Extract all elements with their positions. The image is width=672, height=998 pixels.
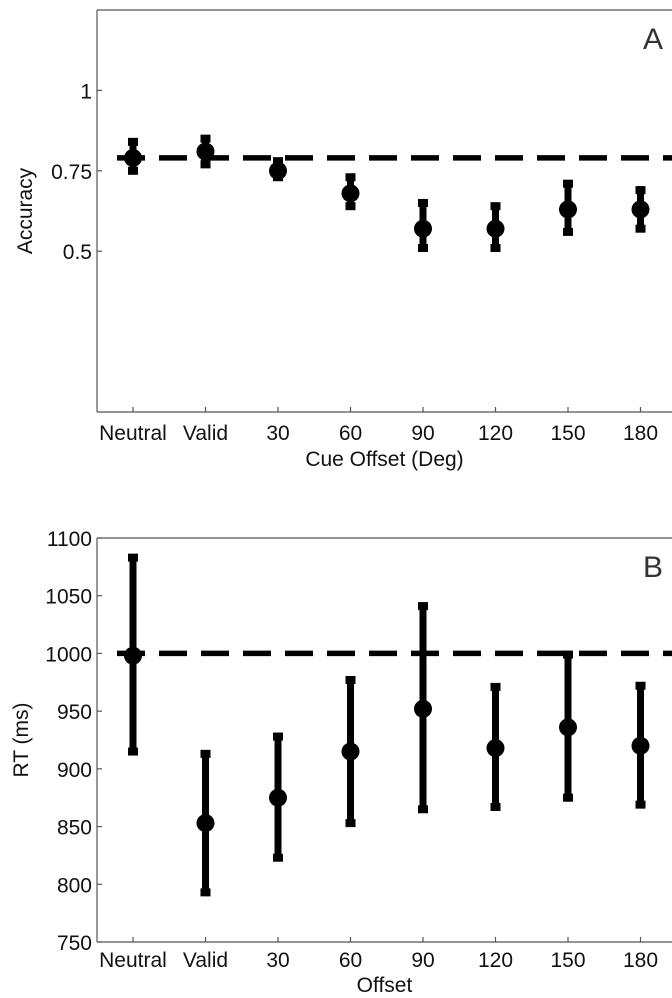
x-tick-label: 90 — [411, 949, 434, 972]
x-tick-label: Neutral — [99, 949, 167, 972]
error-cap-bottom — [128, 166, 138, 175]
error-cap-bottom — [490, 243, 501, 252]
error-cap-top — [418, 602, 428, 611]
x-tick-label: 60 — [339, 949, 362, 972]
y-axis-label: Accuracy — [14, 167, 37, 254]
data-point — [341, 184, 360, 203]
error-cap-top — [273, 157, 283, 166]
y-tick-label: 1 — [80, 80, 92, 103]
x-tick-label: 30 — [266, 422, 289, 445]
error-cap-bottom — [200, 888, 211, 897]
panel-label: B — [643, 551, 663, 584]
error-cap-top — [635, 681, 646, 690]
data-point — [631, 736, 650, 755]
data-point — [196, 814, 215, 833]
x-tick-label: Valid — [183, 949, 228, 972]
error-cap-top — [200, 134, 211, 143]
error-cap-top — [273, 732, 283, 741]
y-tick-label: 1100 — [47, 528, 92, 551]
x-tick-label: Valid — [183, 422, 228, 445]
error-cap-bottom — [490, 802, 501, 811]
x-tick-label: 90 — [411, 422, 434, 445]
error-cap-bottom — [418, 243, 428, 252]
error-cap-bottom — [200, 160, 211, 169]
x-tick-label: 60 — [339, 422, 362, 445]
error-cap-top — [345, 173, 356, 182]
error-cap-bottom — [635, 224, 646, 233]
error-cap-top — [563, 650, 573, 659]
error-cap-bottom — [128, 747, 138, 756]
x-tick-label: 30 — [266, 949, 289, 972]
error-cap-top — [563, 179, 573, 188]
y-axis-label: RT (ms) — [10, 702, 33, 777]
x-tick-label: 150 — [550, 949, 585, 972]
data-point — [124, 148, 142, 167]
x-axis-label: Cue Offset (Deg) — [305, 448, 463, 471]
data-point — [269, 788, 287, 807]
data-point — [414, 699, 432, 718]
x-axis-label: Offset — [357, 974, 413, 997]
y-tick-label: 0.75 — [51, 161, 92, 184]
error-cap-bottom — [563, 227, 573, 236]
error-cap-top — [490, 682, 501, 691]
data-point — [414, 219, 432, 238]
data-point — [341, 742, 360, 761]
data-point — [559, 200, 577, 219]
error-cap-bottom — [418, 805, 428, 814]
x-tick-label: 180 — [623, 949, 658, 972]
x-tick-label: 150 — [550, 422, 585, 445]
data-point — [269, 161, 287, 180]
data-point — [486, 739, 505, 758]
x-tick-label: 180 — [623, 422, 658, 445]
error-cap-top — [128, 553, 138, 562]
error-cap-bottom — [635, 800, 646, 809]
y-tick-label: 800 — [57, 874, 92, 897]
error-cap-top — [128, 137, 138, 146]
y-tick-label: 0.5 — [63, 241, 92, 264]
y-tick-label: 1050 — [45, 586, 92, 609]
panel-label: A — [643, 23, 663, 56]
y-tick-label: 850 — [57, 817, 92, 840]
x-tick-label: 120 — [478, 949, 513, 972]
y-tick-label: 900 — [57, 759, 92, 782]
data-point — [486, 219, 505, 238]
error-cap-top — [200, 749, 211, 758]
data-point — [631, 200, 650, 219]
error-cap-bottom — [273, 853, 283, 862]
error-cap-top — [345, 675, 356, 684]
data-point — [196, 142, 215, 161]
x-tick-label: 120 — [478, 422, 513, 445]
error-cap-bottom — [563, 793, 573, 802]
error-cap-bottom — [345, 819, 356, 828]
y-tick-label: 1000 — [45, 643, 92, 666]
data-point — [559, 718, 577, 737]
x-tick-label: Neutral — [99, 422, 167, 445]
error-cap-bottom — [345, 202, 356, 211]
y-tick-label: 750 — [57, 932, 92, 955]
y-tick-label: 950 — [57, 701, 92, 724]
error-cap-top — [418, 198, 428, 207]
error-cap-top — [490, 202, 501, 211]
data-point — [124, 646, 142, 665]
error-cap-top — [635, 186, 646, 195]
